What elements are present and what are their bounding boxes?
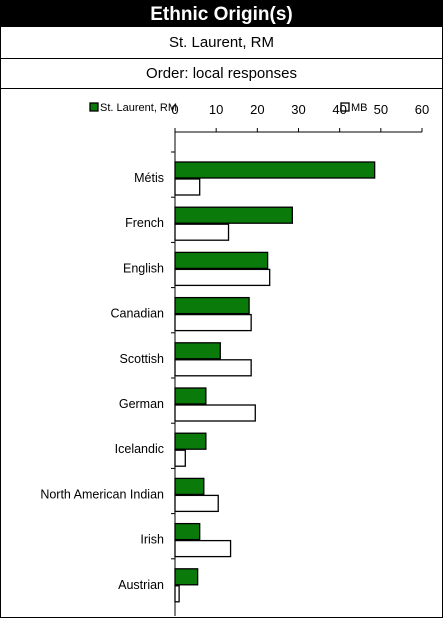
x-tick-label: 0 <box>171 102 178 117</box>
bar-st-laurent <box>174 251 269 270</box>
x-tick-label: 20 <box>250 102 264 117</box>
x-tick-label: 30 <box>291 102 305 117</box>
category-label: Irish <box>140 533 164 547</box>
bar-mb <box>174 223 230 241</box>
legend: St. Laurent, RM MB <box>89 102 368 114</box>
bar-st-laurent <box>174 432 207 450</box>
category-labels: Métis French English Canadian Scottish German… <box>40 171 164 592</box>
bar-st-laurent <box>174 342 221 360</box>
x-tick-label: 10 <box>209 102 223 117</box>
legend-swatch-st-laurent <box>89 102 99 112</box>
bar-st-laurent <box>174 387 207 405</box>
bar-mb <box>174 585 180 603</box>
legend-label-mb: MB <box>351 102 368 114</box>
bar-mb <box>174 313 252 332</box>
category-label: North American Indian <box>40 487 164 501</box>
x-tick-label: 50 <box>374 102 388 117</box>
bar-st-laurent <box>174 522 201 541</box>
category-label: Canadian <box>110 307 164 321</box>
category-label: Métis <box>134 171 164 185</box>
category-label: Austrian <box>118 578 164 592</box>
bar-mb <box>174 494 219 513</box>
category-label: German <box>119 397 164 411</box>
category-label: Icelandic <box>115 442 164 456</box>
bar-mb <box>174 539 232 558</box>
chart-title: Ethnic Origin(s) <box>1 1 442 27</box>
bar-mb <box>174 449 186 467</box>
x-tick-label: 60 <box>415 102 429 117</box>
category-label: English <box>123 261 164 275</box>
bars <box>174 161 376 603</box>
order-label: Order: local responses <box>1 59 442 89</box>
category-label: Scottish <box>120 352 165 366</box>
bar-st-laurent <box>174 477 205 496</box>
bar-st-laurent <box>174 568 199 586</box>
bar-mb <box>174 359 252 377</box>
bar-st-laurent <box>174 206 293 224</box>
location-label: St. Laurent, RM <box>1 28 442 59</box>
bar-mb <box>174 178 201 196</box>
legend-swatch-mb <box>340 102 350 112</box>
category-label: French <box>125 216 164 230</box>
bar-mb <box>174 268 271 287</box>
bar-st-laurent <box>174 296 250 315</box>
bar-mb <box>174 404 256 422</box>
bar-st-laurent <box>174 161 376 179</box>
x-tick-label: 40 <box>332 102 346 117</box>
legend-label-st-laurent: St. Laurent, RM <box>100 102 177 114</box>
